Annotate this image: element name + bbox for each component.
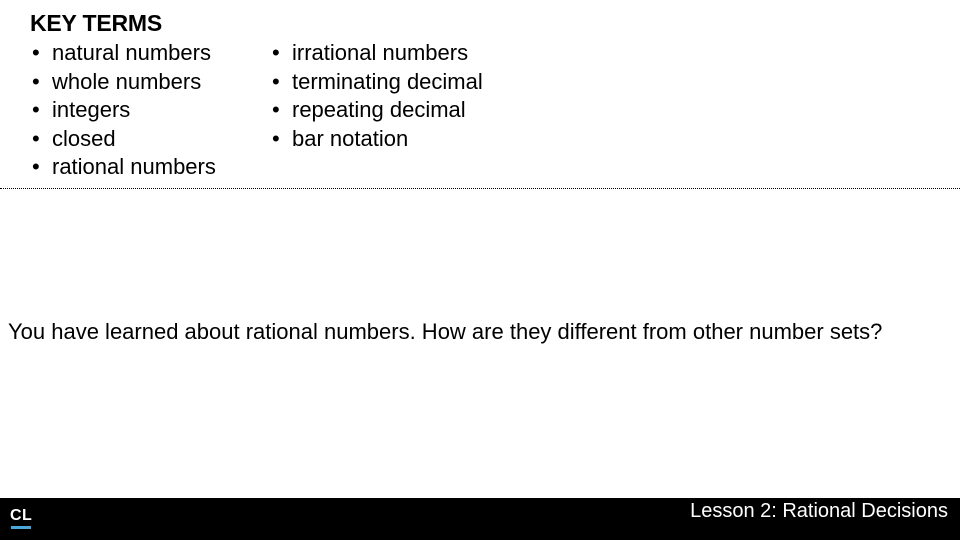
term-item: integers (30, 96, 230, 125)
main-content: KEY TERMS natural numbers whole numbers … (0, 0, 960, 182)
prompt-question: You have learned about rational numbers.… (0, 319, 960, 345)
term-item: rational numbers (30, 153, 230, 182)
terms-column-2: irrational numbers terminating decimal r… (270, 39, 483, 182)
term-item: natural numbers (30, 39, 230, 68)
term-item: terminating decimal (270, 68, 483, 97)
term-item: whole numbers (30, 68, 230, 97)
term-item: repeating decimal (270, 96, 483, 125)
terms-columns: natural numbers whole numbers integers c… (30, 39, 930, 182)
lesson-label: Lesson 2: Rational Decisions (690, 500, 948, 523)
brand-logo: CL (10, 508, 32, 529)
term-item: closed (30, 125, 230, 154)
terms-list-2: irrational numbers terminating decimal r… (270, 39, 483, 153)
logo-underline-icon (11, 526, 31, 529)
term-item: bar notation (270, 125, 483, 154)
logo-text: CL (10, 508, 32, 524)
terms-column-1: natural numbers whole numbers integers c… (30, 39, 230, 182)
slide-footer: CL Lesson 2: Rational Decisions (0, 498, 960, 540)
dotted-divider (0, 188, 960, 189)
key-terms-heading: KEY TERMS (30, 10, 930, 37)
terms-list-1: natural numbers whole numbers integers c… (30, 39, 230, 182)
term-item: irrational numbers (270, 39, 483, 68)
